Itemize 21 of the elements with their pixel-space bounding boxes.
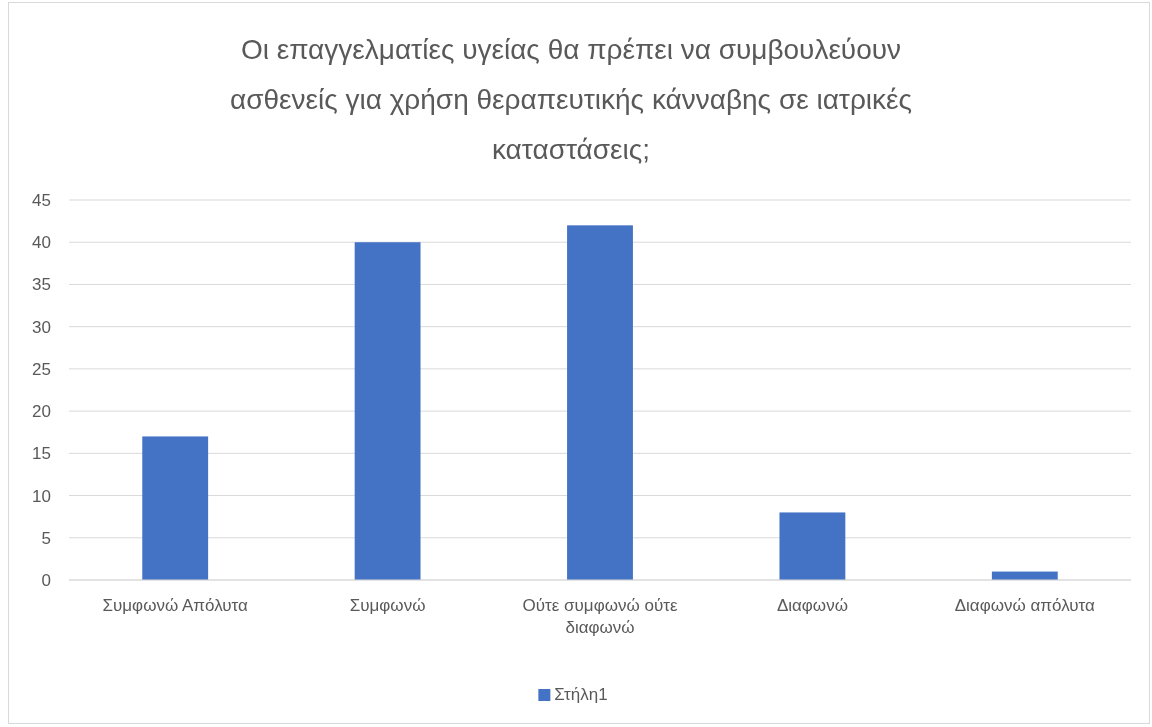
y-tick-label: 5 — [41, 528, 51, 548]
x-tick-label: Συμφωνώ — [349, 596, 426, 615]
y-tick-label: 30 — [32, 317, 51, 337]
chart-title: Οι επαγγελματίες υγείας θα πρέπει να συμβουλεύουν ασθενείς για χρήση θεραπευτικής κάνναβης σε ιατρικές καταστάσεις; — [229, 34, 913, 165]
bar — [779, 512, 846, 580]
x-tick-label: Διαφωνώ απόλυτα — [954, 596, 1096, 615]
bar — [567, 225, 633, 580]
y-tick-label: 0 — [41, 570, 51, 590]
legend-label: Στήλη1 — [554, 685, 608, 704]
x-tick-label: Διαφωνώ — [776, 596, 848, 615]
bar — [142, 436, 209, 580]
x-tick-label: Ούτε συμφωνώ ούτε διαφωνώ — [522, 596, 678, 637]
y-tick-label: 35 — [32, 275, 51, 295]
y-tick-label: 15 — [32, 444, 51, 464]
x-tick-label: Συμφωνώ Απόλυτα — [102, 596, 249, 615]
y-tick-label: 45 — [32, 190, 51, 210]
bar — [354, 242, 421, 580]
y-tick-label: 20 — [32, 402, 51, 422]
y-tick-label: 40 — [32, 233, 51, 253]
y-tick-label: 10 — [32, 486, 51, 506]
y-tick-label: 25 — [32, 359, 51, 379]
